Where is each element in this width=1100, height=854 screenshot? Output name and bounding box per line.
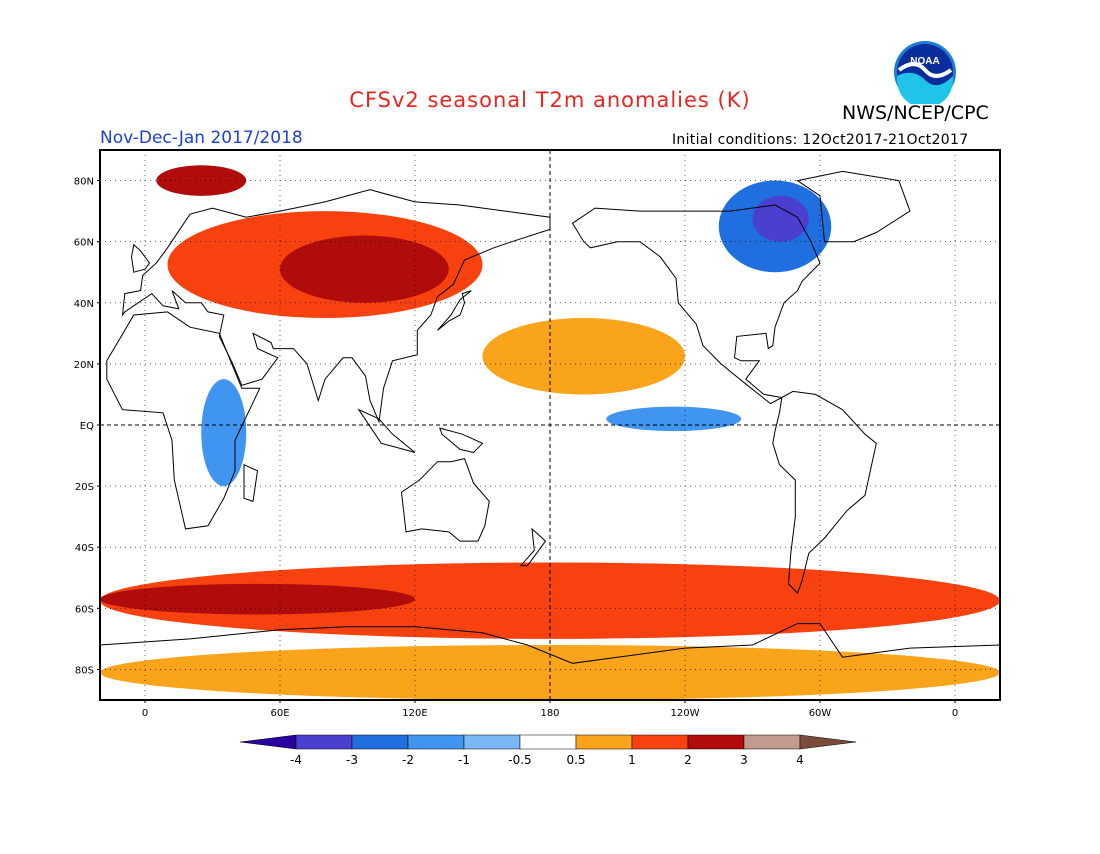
lon-label: 60E: [270, 708, 289, 719]
lon-label: 180: [540, 708, 559, 719]
colorbar-swatch: [575, 734, 633, 750]
colorbar-high-end: [799, 734, 857, 750]
anomaly-region: [100, 583, 415, 615]
colorbar-swatch: [743, 734, 801, 750]
coastline: [357, 408, 416, 453]
coastline: [439, 427, 484, 454]
anomaly-region: [482, 318, 685, 395]
lon-label: 120E: [402, 708, 427, 719]
colorbar-swatch: [687, 734, 745, 750]
coastlines: [100, 170, 1000, 700]
colorbar-label: -3: [346, 753, 358, 767]
initial-conditions-label: Initial conditions: 12Oct2017-21Oct2017: [672, 132, 969, 148]
coastline: [243, 463, 259, 503]
latitude-labels: 80N 60N 40N 20N EQ 20S 40S 60S 80S: [74, 177, 100, 676]
lat-label: 40S: [75, 543, 94, 554]
colorbar-label: -2: [402, 753, 414, 767]
anomaly-region: [156, 165, 247, 196]
colorbar-swatch: [519, 734, 577, 750]
colorbar-label: -0.5: [508, 753, 531, 767]
colorbar: -4 -3 -2 -1 -0.5 0.5 1 2 3 4: [239, 734, 857, 767]
coastline: [519, 527, 547, 567]
coastline: [106, 311, 261, 530]
coastline: [400, 458, 490, 542]
colorbar-label: -1: [458, 753, 470, 767]
colorbar-label: 2: [684, 753, 692, 767]
lat-label: 20S: [75, 482, 94, 493]
coastline: [571, 204, 821, 405]
lat-label: 80N: [74, 177, 94, 188]
coastline: [437, 290, 472, 331]
anomaly-region: [201, 379, 247, 487]
colorbar-label: 0.5: [566, 753, 585, 767]
coastline: [772, 390, 877, 595]
colorbar-swatch: [463, 734, 521, 750]
colorbar-label: 1: [628, 753, 636, 767]
season-label: Nov-Dec-Jan 2017/2018: [100, 128, 303, 148]
coastline: [100, 623, 1000, 700]
colorbar-low-end: [239, 734, 297, 750]
coastline: [796, 170, 911, 243]
noaa-logo-text: NOAA: [910, 56, 939, 67]
colorbar-swatch: [295, 734, 353, 750]
noaa-logo-icon: NOAA: [894, 41, 956, 104]
colorbar-swatch: [351, 734, 409, 750]
org-label: NWS/NCEP/CPC: [842, 102, 989, 124]
colorbar-swatch: [631, 734, 689, 750]
colorbar-label: 4: [796, 753, 804, 767]
lon-label: 120W: [671, 708, 700, 719]
lat-label: 60N: [74, 238, 94, 249]
lon-label: 0: [952, 708, 958, 719]
anomaly-region: [752, 195, 809, 242]
figure-title: CFSv2 seasonal T2m anomalies (K): [349, 88, 751, 112]
lat-label: EQ: [80, 421, 94, 432]
lat-label: 80S: [75, 665, 94, 676]
lon-label: 0: [142, 708, 148, 719]
lat-label: 60S: [75, 604, 94, 615]
anomaly-region: [280, 235, 449, 303]
anomaly-region: [100, 645, 1000, 700]
colorbar-label: 3: [740, 753, 748, 767]
coastline: [130, 243, 151, 273]
lat-label: 20N: [74, 360, 94, 371]
lon-label: 60W: [809, 708, 832, 719]
lat-label: 40N: [74, 299, 94, 310]
coastline: [121, 189, 551, 424]
colorbar-swatch: [407, 734, 465, 750]
colorbar-label: -4: [290, 753, 302, 767]
anomaly-region: [606, 406, 742, 432]
longitude-labels: 0 60E 120E 180 120W 60W 0: [142, 700, 958, 719]
